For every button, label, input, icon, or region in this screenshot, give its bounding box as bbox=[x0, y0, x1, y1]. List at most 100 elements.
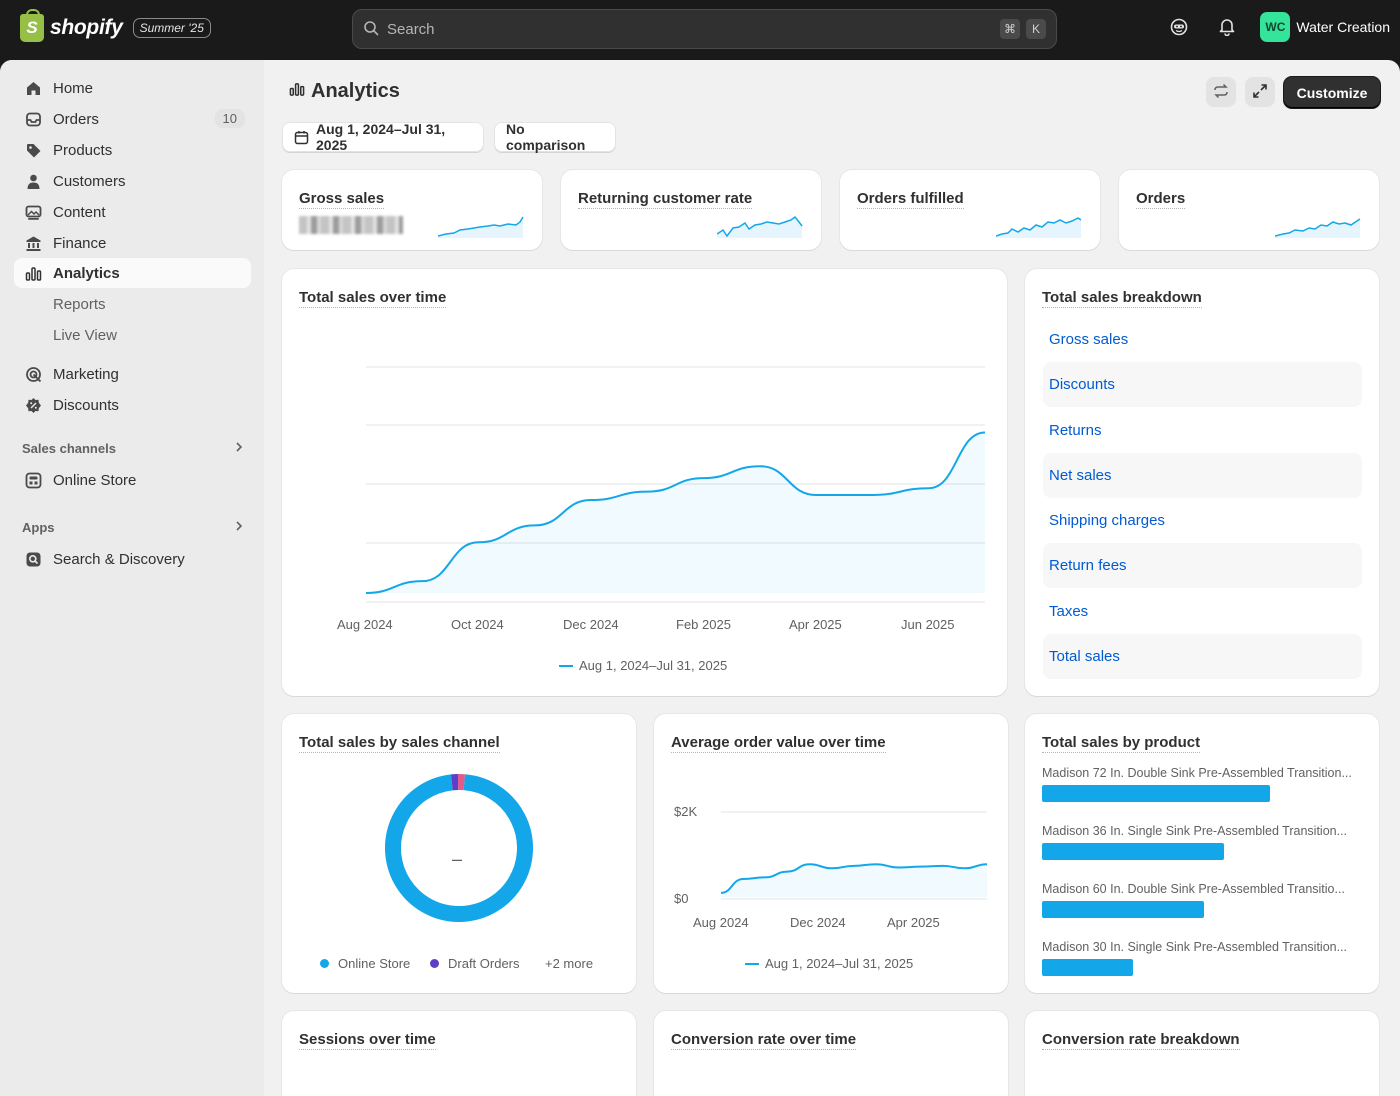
aov-line-chart[interactable] bbox=[654, 714, 1008, 914]
breakdown-row-returns[interactable]: Returns bbox=[1049, 422, 1102, 439]
breakdown-row-taxes[interactable]: Taxes bbox=[1049, 603, 1089, 620]
x-tick-label: Dec 2024 bbox=[790, 915, 846, 930]
sidebar-item-label: Discounts bbox=[53, 396, 119, 414]
gross-sales-sparkline bbox=[438, 216, 524, 238]
person-icon bbox=[24, 172, 42, 190]
inbox-icon bbox=[24, 110, 42, 128]
kpi-card-orders-fulfilled[interactable]: Orders fulfilled bbox=[840, 170, 1100, 250]
product-bar[interactable] bbox=[1042, 843, 1224, 860]
legend-more-label: +2 more bbox=[545, 956, 594, 971]
x-tick-label: Jun 2025 bbox=[901, 617, 955, 632]
legend-more[interactable]: +2 more bbox=[545, 956, 593, 971]
breakdown-row-gross-sales[interactable]: Gross sales bbox=[1049, 331, 1129, 348]
legend-online-store[interactable]: Online Store bbox=[320, 956, 410, 971]
date-range-label: Aug 1, 2024–Jul 31, 2025 bbox=[316, 121, 446, 153]
total-sales-breakdown-card[interactable]: Total sales breakdown Gross sales Discou… bbox=[1025, 269, 1379, 696]
sidebar-item-analytics[interactable]: Analytics bbox=[14, 258, 251, 288]
sales-channel-donut-chart[interactable] bbox=[383, 772, 535, 924]
card-title: Total sales by product bbox=[1042, 734, 1201, 753]
sidebar-item-discounts[interactable]: Discounts bbox=[14, 390, 251, 420]
conversion-rate-over-time-card[interactable]: Conversion rate over time bbox=[654, 1011, 1008, 1096]
sidebar-item-finance[interactable]: Finance bbox=[14, 228, 251, 258]
sales-channels-label: Sales channels bbox=[22, 441, 116, 456]
fullscreen-button[interactable] bbox=[1245, 77, 1275, 107]
comparison-picker[interactable]: No comparison bbox=[494, 121, 616, 153]
customize-button[interactable]: Customize bbox=[1284, 77, 1380, 108]
x-tick-label: Aug 2024 bbox=[693, 915, 749, 930]
sidebar-item-products[interactable]: Products bbox=[14, 135, 251, 165]
chart-legend[interactable]: Aug 1, 2024–Jul 31, 2025 bbox=[559, 658, 727, 673]
conversion-rate-breakdown-card[interactable]: Conversion rate breakdown bbox=[1025, 1011, 1379, 1096]
sidekick-icon[interactable] bbox=[1164, 12, 1194, 42]
sidebar-item-label: Live View bbox=[53, 326, 117, 344]
kpi-card-returning-customer-rate[interactable]: Returning customer rate bbox=[561, 170, 821, 250]
orders-fulfilled-sparkline bbox=[996, 217, 1082, 238]
breakdown-row-total-sales[interactable]: Total sales bbox=[1043, 634, 1362, 679]
legend-dot bbox=[430, 959, 439, 968]
sidebar-item-marketing[interactable]: Marketing bbox=[14, 359, 251, 389]
orders-count-badge: 10 bbox=[214, 109, 245, 128]
bell-icon[interactable] bbox=[1212, 12, 1242, 42]
calendar-icon bbox=[294, 130, 309, 145]
sidebar-item-orders[interactable]: Orders 10 bbox=[14, 104, 251, 134]
legend-draft-orders[interactable]: Draft Orders bbox=[430, 956, 520, 971]
sidebar-item-search-discovery[interactable]: Search & Discovery bbox=[14, 544, 251, 574]
chevron-right-icon[interactable] bbox=[234, 441, 244, 456]
gross-sales-value-redacted bbox=[299, 216, 403, 234]
sessions-over-time-card[interactable]: Sessions over time bbox=[282, 1011, 636, 1096]
sales-by-channel-card[interactable]: Total sales by sales channel – Online St… bbox=[282, 714, 636, 993]
kpi-card-gross-sales[interactable]: Gross sales bbox=[282, 170, 542, 250]
refresh-button[interactable] bbox=[1206, 77, 1236, 107]
tag-icon bbox=[24, 141, 42, 159]
sidebar-item-online-store[interactable]: Online Store bbox=[14, 465, 251, 495]
product-name: Madison 72 In. Double Sink Pre-Assembled… bbox=[1042, 766, 1352, 780]
legend-line-swatch bbox=[559, 664, 573, 667]
page-title: Analytics bbox=[289, 80, 400, 103]
sidebar-item-reports[interactable]: Reports bbox=[14, 289, 251, 319]
sidebar-item-customers[interactable]: Customers bbox=[14, 166, 251, 196]
card-title: Total sales by sales channel bbox=[299, 734, 500, 753]
sidebar-item-content[interactable]: Content bbox=[14, 197, 251, 227]
edition-badge[interactable]: Summer '25 bbox=[132, 18, 211, 38]
donut-slice[interactable] bbox=[385, 774, 533, 922]
sidebar-item-label: Marketing bbox=[53, 365, 119, 383]
card-title: Total sales over time bbox=[299, 289, 447, 308]
breakdown-row-net-sales[interactable]: Net sales bbox=[1043, 453, 1362, 498]
chevron-right-icon[interactable] bbox=[234, 520, 244, 535]
sidebar-item-label: Reports bbox=[53, 295, 106, 313]
product-bar[interactable] bbox=[1042, 959, 1133, 976]
sidebar-item-home[interactable]: Home bbox=[14, 73, 251, 103]
search-bar[interactable]: Search ⌘ K bbox=[352, 9, 1057, 49]
avatar[interactable]: WC bbox=[1260, 12, 1291, 42]
apps-heading[interactable]: Apps bbox=[22, 520, 244, 535]
breakdown-row-discounts[interactable]: Discounts bbox=[1043, 362, 1362, 407]
brand-name: shopify bbox=[50, 16, 123, 39]
product-bar[interactable] bbox=[1042, 785, 1270, 802]
kpi-card-orders[interactable]: Orders bbox=[1119, 170, 1379, 250]
sidebar-item-label: Customers bbox=[53, 172, 126, 190]
store-name[interactable]: Water Creation bbox=[1296, 19, 1390, 35]
date-range-picker[interactable]: Aug 1, 2024–Jul 31, 2025 bbox=[282, 121, 484, 153]
breakdown-row-shipping-charges[interactable]: Shipping charges bbox=[1049, 512, 1165, 529]
search-input[interactable]: Search bbox=[387, 20, 435, 38]
total-sales-over-time-card[interactable]: Total sales over time Aug 2024 Oct 2024 … bbox=[282, 269, 1007, 696]
product-bar[interactable] bbox=[1042, 901, 1204, 918]
aov-card[interactable]: Average order value over time $2K $0 Aug… bbox=[654, 714, 1008, 993]
kpi-label: Orders bbox=[1136, 190, 1186, 209]
y-tick-label: $2K bbox=[674, 804, 698, 819]
sidebar: Home Orders 10 Products Customers Conten… bbox=[0, 60, 264, 1096]
sales-by-product-card[interactable]: Total sales by product Madison 72 In. Do… bbox=[1025, 714, 1379, 993]
card-title: Conversion rate breakdown bbox=[1042, 1031, 1240, 1050]
chart-legend[interactable]: Aug 1, 2024–Jul 31, 2025 bbox=[745, 956, 913, 971]
sidebar-item-live-view[interactable]: Live View bbox=[14, 320, 251, 350]
image-icon bbox=[24, 203, 42, 221]
y-tick-label: $0 bbox=[674, 891, 689, 906]
kpi-label: Orders fulfilled bbox=[857, 190, 964, 209]
kpi-label: Returning customer rate bbox=[578, 190, 753, 209]
breakdown-row-return-fees[interactable]: Return fees bbox=[1043, 543, 1362, 588]
shopify-logo[interactable]: S shopify Summer '25 bbox=[20, 9, 211, 42]
sales-channels-heading[interactable]: Sales channels bbox=[22, 441, 244, 456]
legend-label: Aug 1, 2024–Jul 31, 2025 bbox=[765, 956, 914, 971]
total-sales-line-chart[interactable] bbox=[282, 269, 1007, 629]
series-line[interactable] bbox=[365, 431, 986, 594]
